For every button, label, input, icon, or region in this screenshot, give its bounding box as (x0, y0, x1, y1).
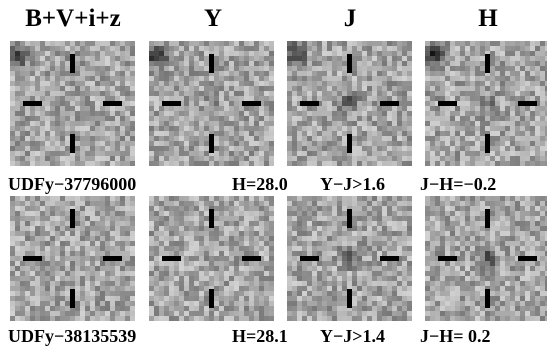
marker-left (438, 256, 457, 261)
marker-right (518, 101, 537, 106)
marker-bottom (485, 289, 490, 308)
marker-right (242, 256, 261, 261)
marker-left (23, 256, 42, 261)
stamp-udfy-38135539-y (149, 196, 274, 321)
marker-left (438, 101, 457, 106)
object-color2-2: J−H= 0.2 (420, 326, 491, 346)
marker-top (209, 209, 214, 228)
object-mag-2: H=28.1 (232, 326, 288, 346)
marker-top (485, 209, 490, 228)
object-id-1: UDFy−37796000 (8, 174, 137, 194)
marker-left (300, 101, 319, 106)
marker-left (162, 256, 181, 261)
marker-bottom (70, 289, 75, 308)
marker-bottom (347, 134, 352, 153)
marker-bottom (347, 289, 352, 308)
marker-bottom (485, 134, 490, 153)
object-color1-1: Y−J>1.6 (320, 174, 386, 194)
marker-bottom (209, 134, 214, 153)
marker-right (103, 101, 122, 106)
marker-top (347, 54, 352, 73)
object-id-2: UDFy−38135539 (8, 326, 137, 346)
marker-top (70, 54, 75, 73)
band-title-y: Y (203, 5, 223, 32)
object-color1-2: Y−J>1.4 (320, 326, 386, 346)
band-title-j: J (343, 5, 357, 32)
stamp-udfy-37796000-j (287, 41, 412, 166)
object-color2-1: J−H=−0.2 (420, 174, 497, 194)
marker-right (380, 101, 399, 106)
marker-right (242, 101, 261, 106)
marker-top (485, 54, 490, 73)
stamp-udfy-38135539-h (425, 196, 547, 321)
marker-top (209, 54, 214, 73)
marker-left (300, 256, 319, 261)
band-title-bviz: B+V+i+z (25, 5, 121, 32)
marker-left (23, 101, 42, 106)
marker-bottom (209, 289, 214, 308)
stamp-udfy-37796000-y (149, 41, 274, 166)
stamp-udfy-38135539-j (287, 196, 412, 321)
band-title-h: H (478, 5, 498, 32)
stamp-udfy-37796000-bviz (10, 41, 135, 166)
stamp-udfy-37796000-h (425, 41, 547, 166)
marker-left (162, 101, 181, 106)
marker-right (518, 256, 537, 261)
marker-top (347, 209, 352, 228)
marker-right (103, 256, 122, 261)
stamp-udfy-38135539-bviz (10, 196, 135, 321)
marker-top (70, 209, 75, 228)
marker-bottom (70, 134, 75, 153)
marker-right (380, 256, 399, 261)
object-mag-1: H=28.0 (232, 174, 288, 194)
